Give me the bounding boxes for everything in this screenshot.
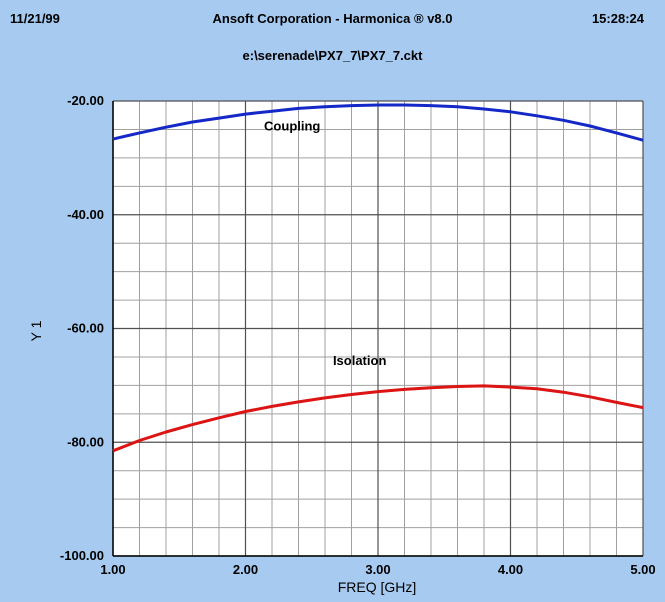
x-tick-label: 5.00 xyxy=(630,562,655,577)
y-tick-label: -40.00 xyxy=(67,207,104,222)
x-tick-labels: 1.00 2.00 3.00 4.00 5.00 xyxy=(100,562,655,577)
series-line-isolation xyxy=(112,384,644,453)
header-date: 11/21/99 xyxy=(10,11,60,26)
series-layer xyxy=(112,103,644,453)
x-tick-label: 2.00 xyxy=(233,562,258,577)
y-tick-labels: -20.00 -40.00 -60.00 -80.00 -100.00 xyxy=(60,93,104,563)
header-title: Ansoft Corporation - Harmonica ® v8.0 xyxy=(212,11,453,26)
series-label-isolation: Isolation xyxy=(333,353,387,368)
series-labels: Coupling Isolation xyxy=(264,119,386,368)
header-time: 15:28:24 xyxy=(591,11,644,26)
x-tick-label: 4.00 xyxy=(498,562,523,577)
y-tick-label: -20.00 xyxy=(67,93,104,108)
y-tick-label: -60.00 xyxy=(67,321,104,336)
y-tick-label: -80.00 xyxy=(67,434,104,449)
y-axis-label: Y 1 xyxy=(28,320,44,341)
series-line-coupling xyxy=(112,103,644,142)
series-label-coupling: Coupling xyxy=(264,119,320,134)
y-tick-label: -100.00 xyxy=(60,548,104,563)
circuit-file-path: e:\serenade\PX7_7\PX7_7.ckt xyxy=(242,48,423,63)
x-tick-label: 1.00 xyxy=(100,562,125,577)
grid-major xyxy=(112,100,644,557)
x-axis-label: FREQ [GHz] xyxy=(338,579,417,595)
x-tick-label: 3.00 xyxy=(365,562,390,577)
